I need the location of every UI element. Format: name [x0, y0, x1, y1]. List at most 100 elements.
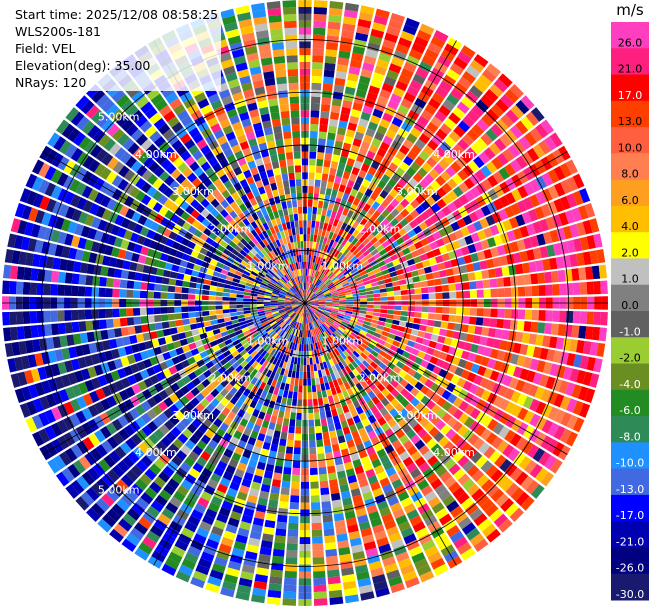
- range-gate: [340, 343, 348, 350]
- range-gate: [292, 313, 298, 320]
- range-gate: [302, 309, 305, 317]
- range-gate: [419, 23, 435, 36]
- range-gate: [242, 371, 251, 380]
- range-gate: [169, 271, 178, 279]
- range-gate: [344, 135, 354, 145]
- range-gate: [458, 412, 470, 424]
- range-gate: [282, 339, 288, 347]
- range-gate: [320, 284, 326, 290]
- range-gate: [311, 329, 315, 337]
- range-gate: [300, 323, 303, 331]
- range-gate: [287, 529, 299, 538]
- range-gate: [320, 418, 328, 426]
- range-gate: [373, 240, 382, 249]
- range-gate: [322, 361, 328, 369]
- range-gate: [435, 209, 446, 220]
- range-gate: [381, 422, 391, 432]
- range-gate: [412, 323, 421, 330]
- range-gate: [30, 223, 41, 238]
- range-gate: [69, 179, 81, 193]
- range-gate: [195, 402, 206, 413]
- range-gate: [271, 333, 279, 340]
- range-gate: [169, 327, 178, 335]
- range-gate: [4, 248, 14, 264]
- range-gate: [292, 234, 297, 243]
- range-gate: [346, 417, 355, 427]
- range-gate: [220, 240, 229, 249]
- range-gate: [275, 351, 282, 359]
- range-gate: [273, 313, 281, 318]
- range-gate: [57, 322, 66, 335]
- range-gate: [208, 532, 222, 543]
- range-gate: [208, 439, 219, 450]
- range-gate: [163, 408, 174, 419]
- range-gate: [324, 330, 331, 337]
- range-gate: [307, 268, 310, 276]
- range-gate: [350, 452, 360, 462]
- range-gate: [370, 28, 385, 39]
- range-gate: [372, 312, 381, 317]
- range-gate: [307, 316, 310, 324]
- range-gate: [117, 347, 127, 358]
- range-gate: [192, 334, 201, 342]
- range-gate: [257, 100, 268, 109]
- range-gate: [306, 337, 309, 345]
- range-gate: [47, 458, 61, 474]
- range-gate: [335, 212, 342, 221]
- range-gate: [397, 177, 408, 188]
- range-gate: [140, 101, 154, 114]
- range-gate: [189, 317, 197, 324]
- range-gate: [286, 200, 293, 209]
- range-gate: [344, 86, 356, 96]
- range-gate: [299, 371, 303, 379]
- range-gate: [546, 349, 556, 362]
- range-gate: [142, 511, 156, 524]
- range-gate: [252, 79, 264, 89]
- range-gate: [299, 309, 303, 316]
- range-gate: [174, 539, 189, 552]
- range-gate: [153, 476, 166, 489]
- range-gate: [425, 410, 436, 422]
- range-gate: [175, 250, 184, 259]
- range-gate: [61, 246, 71, 259]
- range-gate: [333, 250, 340, 258]
- range-gate: [196, 440, 207, 451]
- range-gate: [241, 564, 255, 574]
- range-gate: [368, 381, 377, 391]
- range-gate: [281, 331, 287, 339]
- range-gate: [346, 439, 355, 449]
- range-gate: [326, 223, 333, 232]
- range-gate: [229, 308, 237, 313]
- range-gate: [270, 296, 278, 300]
- range-gate: [201, 337, 210, 345]
- range-gate: [236, 267, 245, 274]
- range-gate: [273, 325, 280, 332]
- range-gate: [208, 290, 217, 296]
- range-gate: [453, 125, 466, 138]
- range-gate: [261, 420, 270, 429]
- range-gate: [220, 269, 229, 276]
- range-gate: [279, 216, 286, 224]
- range-gate: [328, 472, 337, 481]
- range-gate: [316, 235, 321, 243]
- range-gate: [342, 574, 356, 583]
- range-gate: [485, 161, 498, 174]
- range-gate: [323, 76, 334, 85]
- range-gate: [235, 329, 243, 336]
- range-gate: [266, 316, 274, 321]
- range-gate: [111, 89, 126, 103]
- range-gate: [253, 245, 261, 253]
- range-gate: [328, 247, 335, 255]
- range-gate: [259, 106, 270, 116]
- range-gate: [367, 373, 376, 382]
- range-gate: [272, 310, 279, 315]
- range-gate: [271, 341, 278, 349]
- range-gate: [311, 75, 322, 84]
- ray: [305, 303, 607, 342]
- range-gate: [142, 536, 157, 549]
- range-gate: [231, 48, 245, 59]
- range-gate: [402, 332, 411, 340]
- range-gate: [490, 103, 505, 118]
- range-gate: [268, 197, 276, 206]
- range-gate: [569, 339, 578, 353]
